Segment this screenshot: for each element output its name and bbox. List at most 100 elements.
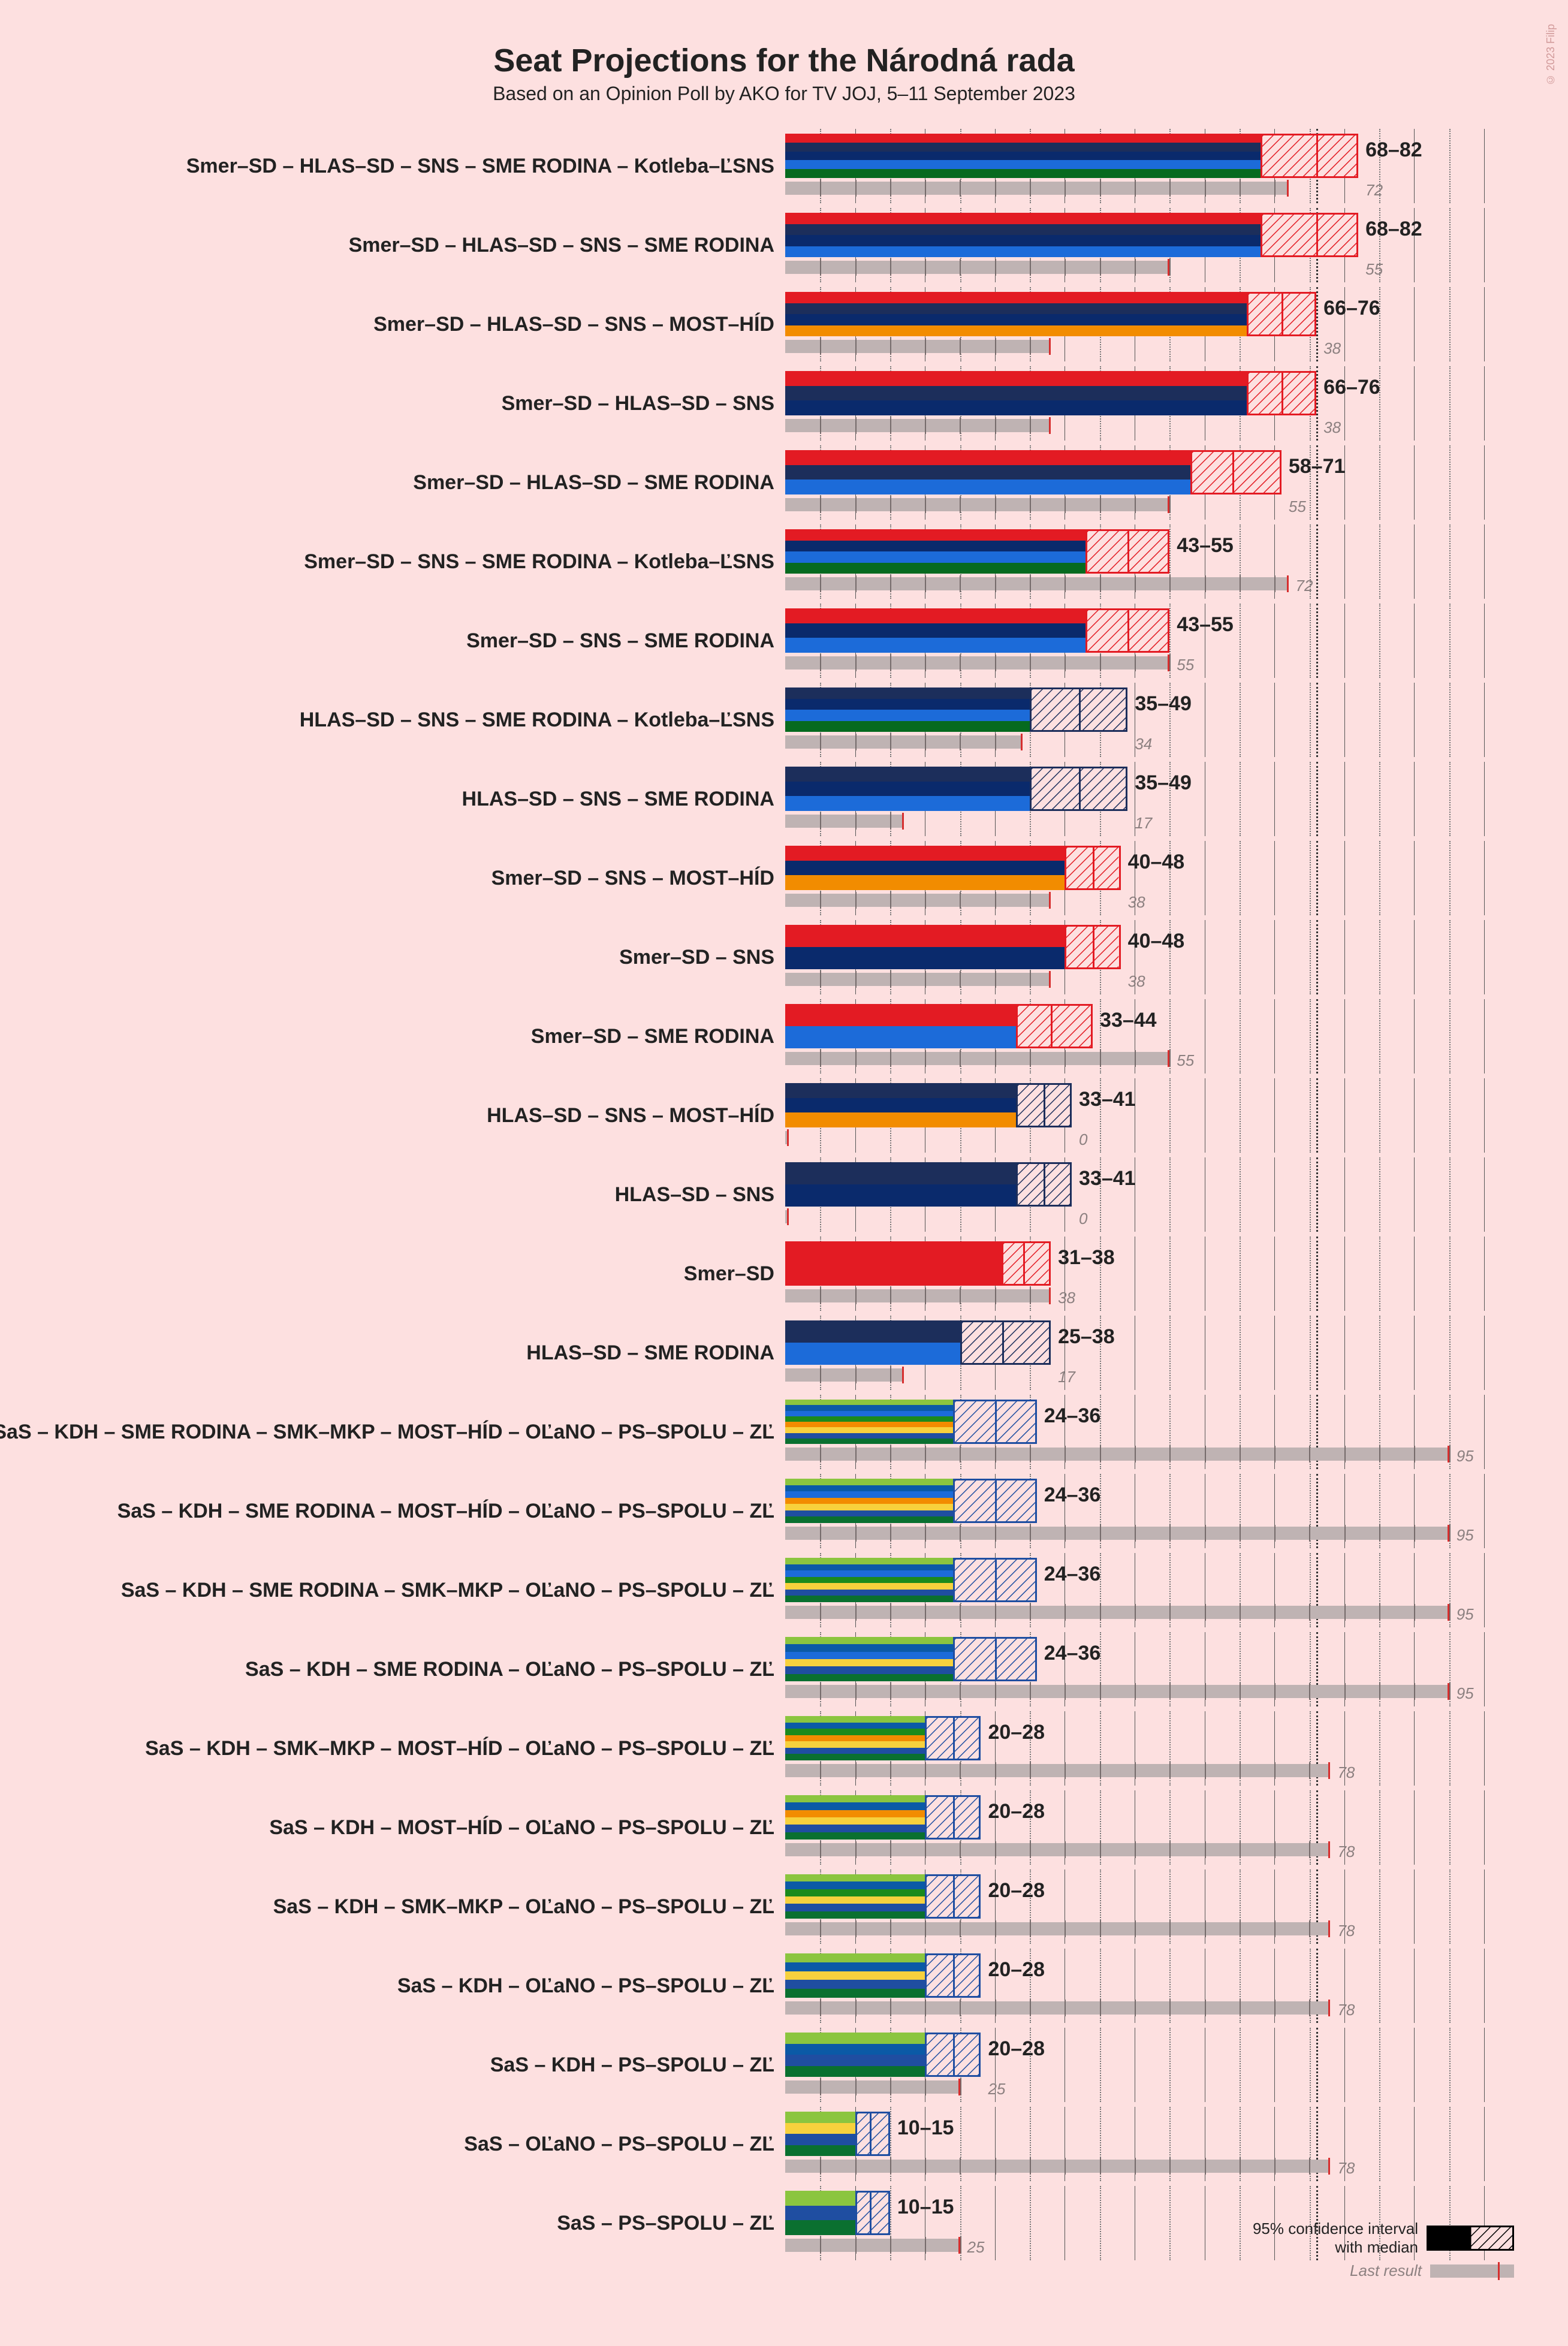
party-stripe xyxy=(785,1320,960,1343)
median-tick xyxy=(995,1558,997,1602)
party-stripe xyxy=(785,1971,925,1980)
median-tick xyxy=(1316,213,1318,257)
last-result-bar xyxy=(785,894,1051,907)
last-result-label: 95 xyxy=(1457,1447,1474,1466)
last-result-bar xyxy=(785,815,904,828)
legend-ci-label-top: 95% confidence interval xyxy=(1253,2220,1418,2238)
confidence-interval xyxy=(1085,608,1169,653)
coalition-label: Smer–SD – SNS – SME RODINA – Kotleba–ĽSN… xyxy=(304,550,774,574)
coalition-label: Smer–SD – SNS – MOST–HÍD xyxy=(491,867,774,890)
coalition-row: HLAS–SD – SNS – MOST–HÍD033–41 xyxy=(48,1078,1520,1153)
legend-ci-label-bottom: with median xyxy=(1253,2238,1418,2257)
party-stripe xyxy=(785,1416,953,1422)
party-stripe xyxy=(785,699,1030,710)
median-tick xyxy=(1232,450,1234,494)
confidence-interval xyxy=(1261,134,1358,178)
median-tick xyxy=(1023,1241,1025,1286)
coalition-row: HLAS–SD – SNS033–41 xyxy=(48,1157,1520,1232)
median-tick xyxy=(953,1874,955,1919)
coalition-row: SaS – KDH – SME RODINA – SMK–MKP – OĽaNO… xyxy=(48,1553,1520,1627)
coalition-row: Smer–SD – SME RODINA5533–44 xyxy=(48,999,1520,1074)
range-label: 24–36 xyxy=(1044,1563,1101,1586)
range-label: 20–28 xyxy=(988,1721,1045,1744)
confidence-interval xyxy=(925,1716,981,1760)
party-stripe xyxy=(785,1112,1016,1127)
coalition-row: Smer–SD – HLAS–SD – SME RODINA 55 58–71 xyxy=(48,445,1520,520)
last-result-bar xyxy=(785,1448,1449,1461)
plot-area: 7820–28 xyxy=(785,1711,1484,1786)
range-label: 33–41 xyxy=(1079,1088,1136,1111)
last-result-bar xyxy=(785,261,1169,274)
plot-area: 3831–38 xyxy=(785,1237,1484,1311)
plot-area: 5568–82 xyxy=(785,208,1484,282)
median-tick xyxy=(1002,1320,1004,1365)
party-stripe xyxy=(785,1026,1016,1048)
last-result-label: 55 xyxy=(1289,497,1306,516)
party-stripe xyxy=(785,1817,925,1825)
party-stripe xyxy=(785,2033,925,2044)
party-stripe xyxy=(785,371,1247,386)
confidence-interval xyxy=(1016,1004,1093,1048)
confidence-interval xyxy=(925,2033,981,2077)
range-label: 33–44 xyxy=(1100,1009,1157,1032)
party-stripe xyxy=(785,1162,1016,1184)
coalition-label: SaS – KDH – OĽaNO – PS–SPOLU – ZĽ xyxy=(397,1974,774,1998)
last-result-bar xyxy=(785,2160,1330,2173)
last-result-bar xyxy=(785,656,1169,670)
party-stripe xyxy=(785,1735,925,1742)
coalition-label: SaS – KDH – SMK–MKP – OĽaNO – PS–SPOLU –… xyxy=(273,1895,774,1919)
last-result-bar xyxy=(785,577,1289,590)
coalition-label: SaS – KDH – SMK–MKP – MOST–HÍD – OĽaNO –… xyxy=(145,1737,774,1760)
last-result-bar xyxy=(785,1843,1330,1856)
party-stripe xyxy=(785,796,1030,811)
party-stripe xyxy=(785,292,1247,303)
coalition-label: Smer–SD – HLAS–SD – SNS – SME RODINA xyxy=(349,234,774,257)
last-result-label: 78 xyxy=(1337,1843,1355,1861)
plot-area: 55 58–71 xyxy=(785,445,1484,520)
median-tick xyxy=(1281,292,1283,336)
party-stripe xyxy=(785,1659,953,1666)
last-result-bar xyxy=(785,182,1289,195)
party-stripe xyxy=(785,1881,925,1889)
last-result-label: 17 xyxy=(1058,1368,1075,1386)
coalition-label: HLAS–SD – SME RODINA xyxy=(526,1341,774,1365)
last-result-label: 34 xyxy=(1135,735,1152,753)
coalition-label: Smer–SD – SME RODINA xyxy=(531,1025,774,1048)
party-stripe xyxy=(785,134,1261,143)
party-stripe xyxy=(785,235,1261,246)
party-stripe xyxy=(785,1748,925,1754)
coalition-row: SaS – KDH – SMK–MKP – OĽaNO – PS–SPOLU –… xyxy=(48,1869,1520,1944)
party-stripe xyxy=(785,246,1261,258)
coalition-row: Smer–SD – SNS3840–48 xyxy=(48,920,1520,994)
party-stripe xyxy=(785,541,1085,552)
coalition-label: SaS – KDH – SME RODINA – SMK–MKP – MOST–… xyxy=(0,1421,774,1444)
median-tick xyxy=(870,2112,872,2156)
party-stripe xyxy=(785,782,1030,797)
legend-last-label: Last result xyxy=(1350,2261,1422,2280)
party-stripe xyxy=(785,529,1085,541)
last-result-label: 17 xyxy=(1135,814,1152,833)
party-stripe xyxy=(785,400,1247,415)
coalition-label: HLAS–SD – SNS xyxy=(615,1183,774,1207)
coalition-row: SaS – KDH – MOST–HÍD – OĽaNO – PS–SPOLU … xyxy=(48,1790,1520,1865)
party-stripe xyxy=(785,1980,925,1989)
range-label: 68–82 xyxy=(1365,138,1422,162)
plot-area: 9524–36 xyxy=(785,1553,1484,1627)
last-result-label: 78 xyxy=(1337,2001,1355,2019)
party-stripe xyxy=(785,1422,953,1427)
party-stripe xyxy=(785,1889,925,1896)
last-result-bar xyxy=(785,1685,1449,1698)
last-result-label: 38 xyxy=(1128,972,1145,991)
party-stripe xyxy=(785,1343,960,1365)
coalition-label: Smer–SD – HLAS–SD – SME RODINA xyxy=(413,471,774,494)
coalition-row: HLAS–SD – SNS – SME RODINA1735–49 xyxy=(48,762,1520,836)
coalition-label: SaS – OĽaNO – PS–SPOLU – ZĽ xyxy=(464,2133,774,2156)
median-tick xyxy=(953,2033,955,2077)
range-label: 58–71 xyxy=(1289,455,1346,478)
party-stripe xyxy=(785,2044,925,2055)
party-stripe xyxy=(785,1439,953,1444)
party-stripe xyxy=(785,563,1085,574)
plot-area: 033–41 xyxy=(785,1078,1484,1153)
median-tick xyxy=(1093,846,1094,890)
party-stripe xyxy=(785,1832,925,1840)
